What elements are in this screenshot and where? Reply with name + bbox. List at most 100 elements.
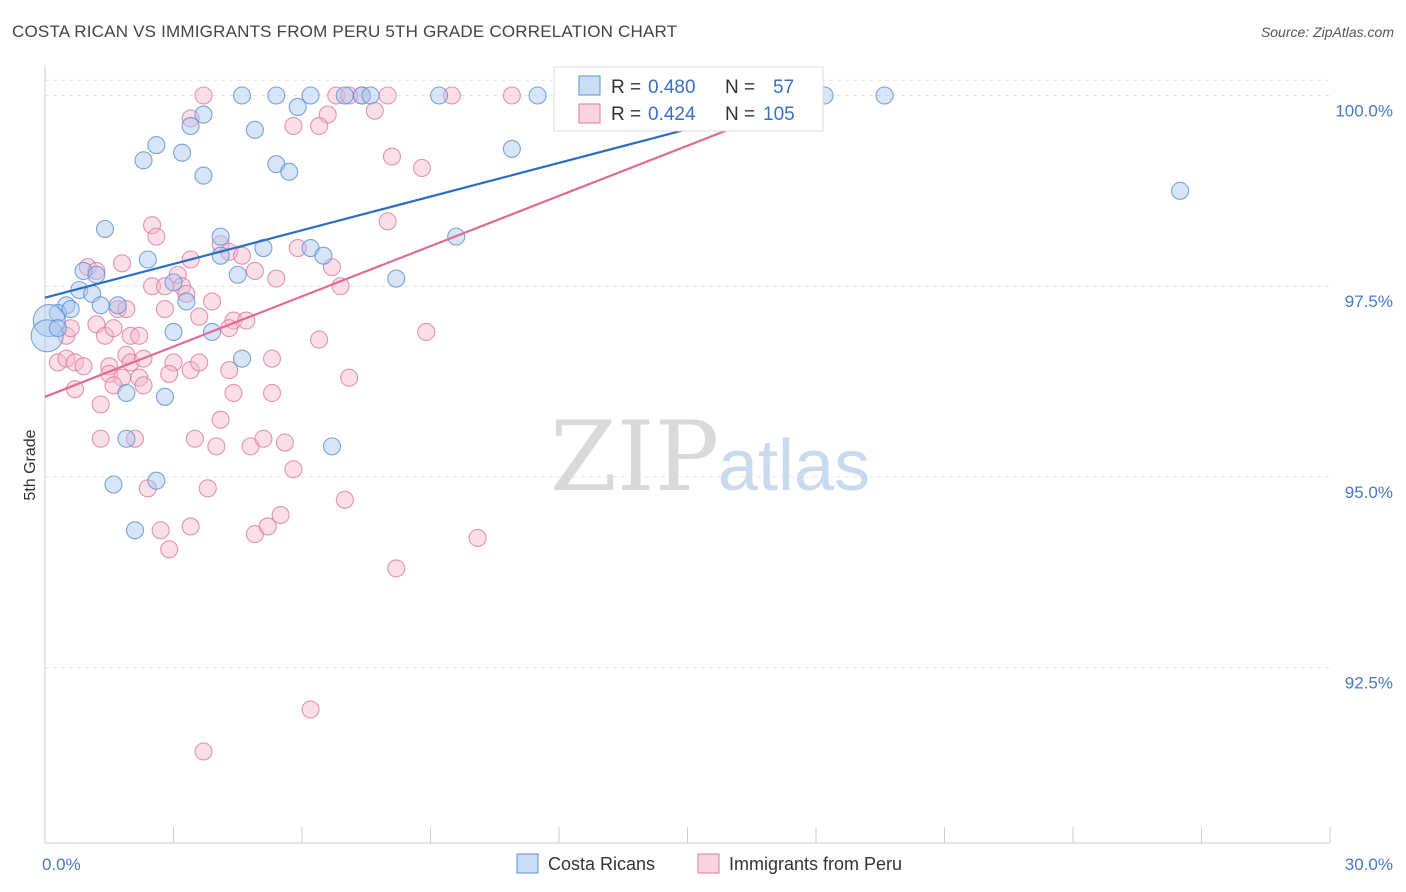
peru-point xyxy=(387,559,406,578)
watermark-atlas: atlas xyxy=(718,426,870,506)
costa-rican-point xyxy=(245,120,264,139)
bottom-legend-swatch-blue xyxy=(516,853,539,874)
costa-rican-point xyxy=(147,471,166,490)
costa-rican-point xyxy=(61,300,80,319)
costa-rican-point xyxy=(177,292,196,311)
bottom-legend-swatch-pink xyxy=(697,853,720,874)
peru-point xyxy=(130,326,149,345)
bottom-legend-costa-ricans: Costa Ricans xyxy=(548,854,655,874)
peru-point xyxy=(412,158,431,178)
peru-point xyxy=(284,116,303,136)
peru-point xyxy=(258,517,277,536)
peru-point xyxy=(143,277,162,296)
peru-point xyxy=(271,505,290,525)
costa-rican-point xyxy=(232,86,252,105)
costa-rican-point xyxy=(1171,181,1190,200)
costa-rican-point xyxy=(134,151,153,170)
watermark: ZIP atlas xyxy=(550,401,870,513)
peru-point xyxy=(177,284,196,303)
peru-point xyxy=(335,490,354,509)
peru-point xyxy=(190,307,209,326)
costa-rican-point xyxy=(48,319,67,338)
peru-point xyxy=(147,227,166,246)
costa-rican-point xyxy=(267,86,286,105)
peru-point xyxy=(468,528,487,547)
peru-point xyxy=(143,216,162,235)
peru-point xyxy=(198,479,217,498)
peru-point xyxy=(91,395,110,414)
costa-rican-point xyxy=(228,265,247,284)
peru-point xyxy=(74,357,93,376)
costa-rican-point xyxy=(87,265,106,284)
y-tick-label: 100.0% xyxy=(1335,102,1393,121)
peru-point xyxy=(164,353,183,372)
costa-rican-point xyxy=(301,86,320,105)
bottom-legend-immigrants-from-peru: Immigrants from Peru xyxy=(729,854,902,874)
peru-point xyxy=(203,292,222,311)
x-tick-label: 30.0% xyxy=(1345,855,1393,874)
peru-point xyxy=(254,429,273,448)
costa-rican-point xyxy=(91,296,110,315)
legend-swatch-pink xyxy=(578,103,601,124)
peru-point xyxy=(207,437,226,456)
peru-point xyxy=(245,261,264,280)
peru-point xyxy=(310,330,329,349)
costa-rican-point xyxy=(164,273,183,292)
peru-point xyxy=(262,349,282,368)
legend-n-value-1: 57 xyxy=(773,77,794,98)
peru-point xyxy=(211,410,230,429)
source-label: Source: ZipAtlas.com xyxy=(1260,24,1394,40)
costa-rican-point xyxy=(30,319,64,353)
costa-rican-point xyxy=(211,227,230,246)
costa-rican-point xyxy=(875,86,894,105)
x-tick-label: 0.0% xyxy=(42,855,81,874)
peru-point xyxy=(417,322,436,342)
stats-legend: R = 0.480 N = 57 R = 0.424 N = 105 xyxy=(553,66,824,132)
costa-rican-point xyxy=(155,387,174,406)
costa-rican-point xyxy=(335,86,354,105)
costa-rican-point xyxy=(194,166,213,185)
peru-point xyxy=(160,540,179,559)
peru-point xyxy=(190,353,209,372)
peru-point xyxy=(220,361,239,380)
costa-rican-point xyxy=(280,162,299,181)
peru-point xyxy=(61,319,80,338)
peru-point xyxy=(65,353,85,372)
gridlines xyxy=(45,79,1330,669)
peru-point xyxy=(382,147,402,166)
y-tick-label: 97.5% xyxy=(1345,292,1393,311)
costa-rican-point xyxy=(387,269,406,288)
peru-point xyxy=(117,300,136,319)
costa-rican-point xyxy=(361,86,380,105)
peru-point xyxy=(155,300,174,319)
peru-point xyxy=(378,212,397,231)
peru-point xyxy=(113,254,132,273)
costa-rican-point xyxy=(232,349,252,368)
peru-point xyxy=(340,86,359,105)
peru-point xyxy=(160,364,179,383)
costa-rican-point xyxy=(117,383,136,403)
legend-n-value-2: 105 xyxy=(763,104,795,125)
costa-rican-point xyxy=(104,475,123,494)
costa-rican-point xyxy=(32,303,66,338)
costa-rican-point xyxy=(147,136,166,155)
watermark-zip: ZIP xyxy=(550,401,719,513)
costa-rican-point xyxy=(314,246,333,265)
costa-rican-point xyxy=(288,97,307,117)
costa-rican-point xyxy=(528,86,547,105)
peru-point xyxy=(284,460,303,479)
bottom-legend: Costa Ricans Immigrants from Peru xyxy=(516,853,902,874)
chart-title: COSTA RICAN VS IMMIGRANTS FROM PERU 5TH … xyxy=(12,22,678,41)
costa-rican-point xyxy=(322,437,342,456)
peru-point xyxy=(262,383,282,403)
legend-n-label-2: N = xyxy=(725,104,755,125)
peru-point xyxy=(185,429,204,448)
y-tick-label: 95.0% xyxy=(1345,483,1393,502)
peru-point xyxy=(365,101,384,120)
peru-point xyxy=(224,383,243,403)
peru-point xyxy=(151,521,170,540)
peru-point xyxy=(301,700,320,719)
peru-point xyxy=(442,86,461,105)
peru-point xyxy=(181,517,200,536)
